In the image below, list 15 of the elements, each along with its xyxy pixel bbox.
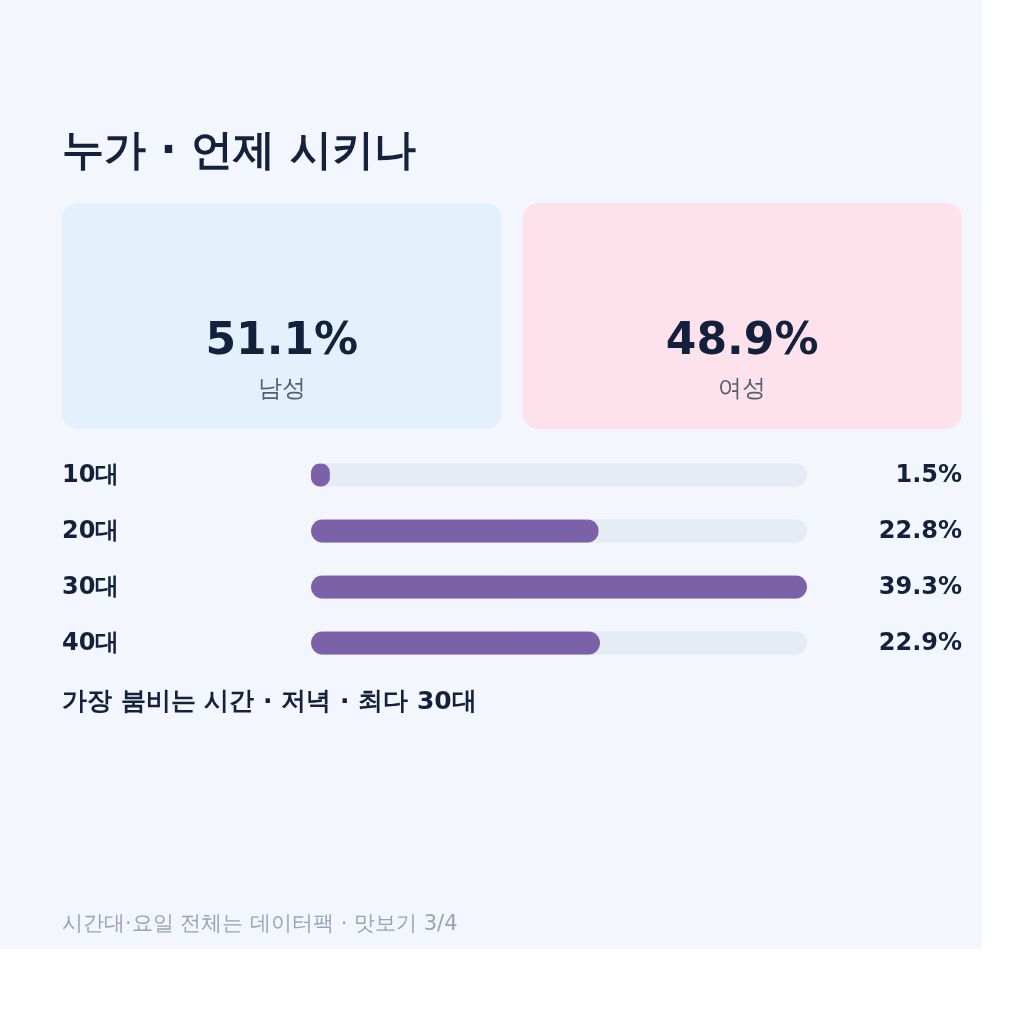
y-tick-label: 40대 bbox=[62, 628, 120, 656]
category-label: 남성 bbox=[257, 374, 306, 402]
data-label: 51.1% bbox=[205, 313, 359, 364]
text: 누가 · 언제 시키나 bbox=[62, 125, 416, 174]
data-label: 39.3% bbox=[878, 572, 962, 600]
text: 가장 붐비는 시간 · 저녁 · 최다 30대 bbox=[62, 686, 477, 715]
y-tick-label: 20대 bbox=[62, 516, 120, 544]
data-label: 22.8% bbox=[878, 516, 962, 544]
data-label: 48.9% bbox=[665, 313, 819, 364]
y-tick-label: 30대 bbox=[62, 572, 120, 600]
data-label: 22.9% bbox=[878, 628, 962, 656]
text: 시간대·요일 전체는 데이터팩 · 맛보기 3/4 bbox=[62, 911, 458, 935]
category-label: 여성 bbox=[718, 374, 767, 402]
y-tick-label: 10대 bbox=[62, 460, 120, 488]
data-label: 1.5% bbox=[895, 460, 962, 488]
